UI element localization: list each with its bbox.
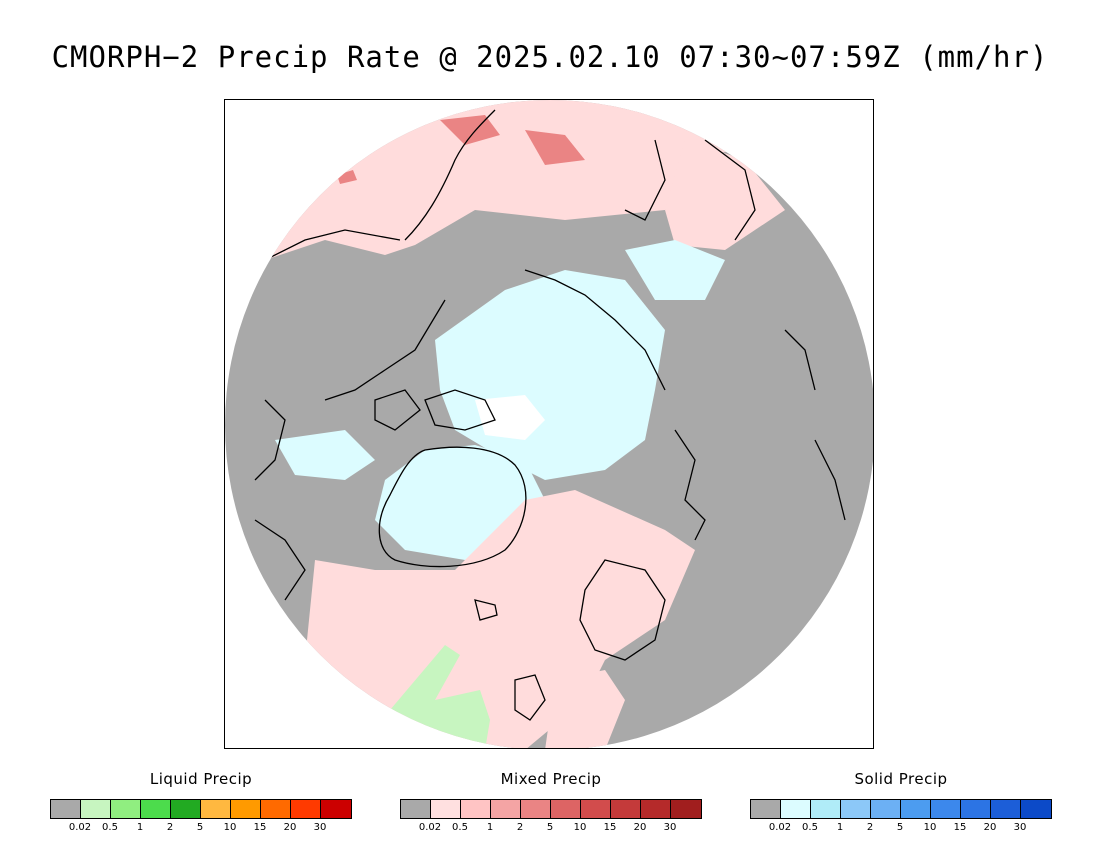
legend-swatch (51, 800, 81, 818)
legend-tick-label: 15 (953, 822, 967, 833)
legend-swatch (521, 800, 551, 818)
legend-swatch (111, 800, 141, 818)
legend-swatch (581, 800, 611, 818)
legend-tick-label: 10 (223, 822, 237, 833)
legend-swatch (291, 800, 321, 818)
solid-precip-patch-scattered (625, 240, 725, 300)
legend-tick-label: 2 (166, 822, 174, 833)
legend-swatch (901, 800, 931, 818)
legend-swatch (961, 800, 991, 818)
legend-tick-label: 30 (313, 822, 327, 833)
legend-tick-label: 15 (603, 822, 617, 833)
legend-tick-label: 0.5 (102, 822, 118, 833)
legend-swatch (461, 800, 491, 818)
legend-swatch (491, 800, 521, 818)
legend-swatch (841, 800, 871, 818)
legend-title: Solid Precip (854, 770, 948, 788)
legend-swatch (811, 800, 841, 818)
legend-color-bar (400, 799, 702, 819)
legend-swatch (641, 800, 671, 818)
mixed-precip-region-north-pacific (225, 100, 873, 275)
legend-tick-label: 2 (516, 822, 524, 833)
legend-mixed-precip: Mixed Precip 0.02 0.5 1 2 5 10 15 20 30 (400, 770, 702, 840)
legend-tick-label: 0.5 (802, 822, 818, 833)
polar-map-svg (225, 100, 873, 748)
legend-swatch (321, 800, 351, 818)
legend-color-bar (50, 799, 352, 819)
map-title: CMORPH−2 Precip Rate @ 2025.02.10 07:30~… (51, 40, 1049, 74)
mixed-precip-patch-2 (525, 130, 585, 165)
legend-tick-label: 0.02 (68, 822, 92, 833)
legend-swatch (991, 800, 1021, 818)
white-central-area (475, 395, 545, 440)
mixed-precip-region-europe (545, 670, 625, 748)
legend-tick-label: 1 (836, 822, 844, 833)
legend-ticks: 0.02 0.5 1 2 5 10 15 20 30 (400, 822, 702, 836)
legend-tick-label: 1 (486, 822, 494, 833)
legend-tick-label: 30 (1013, 822, 1027, 833)
legend-title: Mixed Precip (500, 770, 602, 788)
legend-color-bar (750, 799, 1052, 819)
legend-tick-label: 20 (283, 822, 297, 833)
legend-tick-label: 5 (196, 822, 204, 833)
legend-swatch (551, 800, 581, 818)
legend-title: Liquid Precip (149, 770, 253, 788)
mixed-precip-region-atlantic (305, 490, 695, 748)
legend-swatch (141, 800, 171, 818)
mixed-precip-region-bering (665, 140, 785, 250)
legend-tick-label: 10 (573, 822, 587, 833)
legend-tick-label: 0.5 (452, 822, 468, 833)
legend-ticks: 0.02 0.5 1 2 5 10 15 20 30 (50, 822, 352, 836)
legend-swatch (751, 800, 781, 818)
legend-swatch (231, 800, 261, 818)
legend-swatch (671, 800, 701, 818)
legend-tick-label: 20 (983, 822, 997, 833)
legend-swatch (781, 800, 811, 818)
legend-swatch (171, 800, 201, 818)
legend-tick-label: 0.02 (768, 822, 792, 833)
legend-tick-label: 5 (896, 822, 904, 833)
solid-precip-region-canada (275, 430, 375, 480)
legend-tick-label: 1 (136, 822, 144, 833)
legend-swatch (401, 800, 431, 818)
coastlines (254, 109, 846, 721)
legend-tick-label: 15 (253, 822, 267, 833)
legend-tick-label: 20 (633, 822, 647, 833)
legend-swatch (931, 800, 961, 818)
legend-swatch (431, 800, 461, 818)
legend-tick-label: 5 (546, 822, 554, 833)
legend-swatch (261, 800, 291, 818)
legend-swatch (871, 800, 901, 818)
legend-swatch (1021, 800, 1051, 818)
legend-tick-label: 0.02 (418, 822, 442, 833)
legend-ticks: 0.02 0.5 1 2 5 10 15 20 30 (750, 822, 1052, 836)
precip-map (224, 99, 874, 749)
legend-swatch (611, 800, 641, 818)
legend-swatch (201, 800, 231, 818)
legend-solid-precip: Solid Precip 0.02 0.5 1 2 5 10 15 20 30 (750, 770, 1052, 840)
legend-tick-label: 30 (663, 822, 677, 833)
legend-tick-label: 10 (923, 822, 937, 833)
mixed-precip-patch-1 (440, 115, 500, 145)
legend-tick-label: 2 (866, 822, 874, 833)
legend-swatch (81, 800, 111, 818)
legend-liquid-precip: Liquid Precip 0.02 0.5 1 2 5 10 15 20 30 (50, 770, 352, 840)
